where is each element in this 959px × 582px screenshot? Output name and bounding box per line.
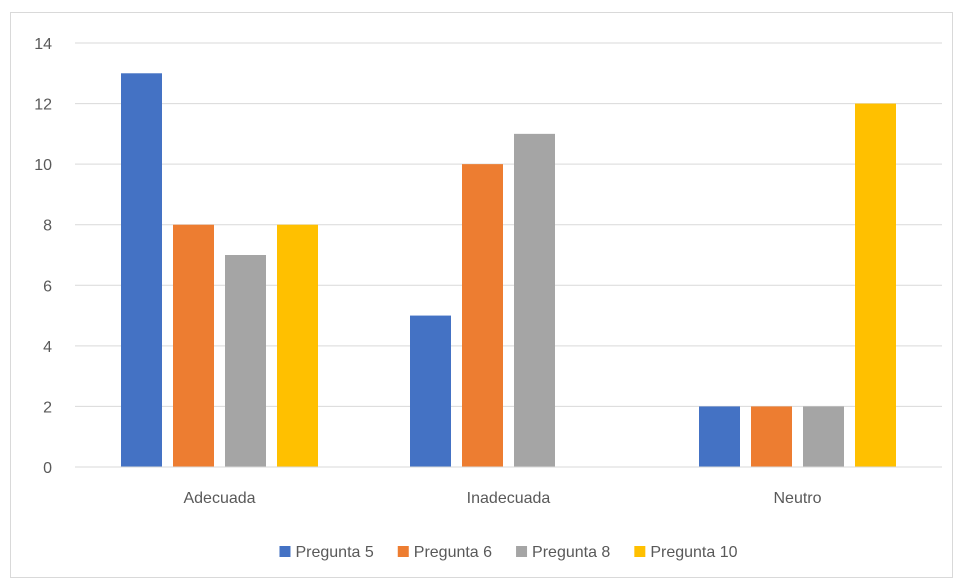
x-category-label: Neutro [773,490,821,507]
bars [121,73,896,468]
bar-pregunta-6-neutro [751,406,792,467]
bar-pregunta-8-inadecuada [514,133,555,467]
bar-pregunta-6-adecuada [173,224,214,467]
legend-label: Pregunta 8 [532,544,610,561]
bar-pregunta-5-neutro [699,406,740,467]
y-tick-label: 14 [34,36,52,53]
legend-label: Pregunta 6 [414,544,492,561]
legend-swatch-pregunta-8 [516,546,528,557]
legend: Pregunta 5 Pregunta 6 Pregunta 8 Pregunta 1… [279,544,738,561]
y-tick-label: 10 [34,157,52,174]
bar-pregunta-8-neutro [803,406,844,467]
legend-swatch-pregunta-5 [279,546,291,557]
y-tick-label: 4 [43,339,52,356]
bar-pregunta-5-inadecuada [410,315,451,467]
legend-swatch-pregunta-10 [634,546,646,557]
y-tick-label: 6 [43,278,52,295]
x-axis-category-labels: Adecuada Inadecuada Neutro [183,490,821,507]
bar-pregunta-10-adecuada [277,224,318,467]
bar-pregunta-5-adecuada [121,73,162,468]
legend-swatch-pregunta-6 [397,546,409,557]
x-category-label: Adecuada [183,490,255,507]
bar-pregunta-10-neutro [855,103,896,468]
x-category-label: Inadecuada [467,490,551,507]
bar-pregunta-6-inadecuada [462,164,503,467]
y-tick-label: 2 [43,399,52,416]
legend-label: Pregunta 10 [650,544,737,561]
legend-label: Pregunta 5 [295,544,373,561]
y-tick-label: 0 [43,460,52,477]
y-tick-label: 8 [43,218,52,235]
gridlines [75,42,942,407]
y-tick-label: 12 [34,97,52,114]
bar-pregunta-8-adecuada [225,255,266,467]
y-axis-tick-labels: 0 2 4 6 8 10 12 14 [34,36,52,477]
